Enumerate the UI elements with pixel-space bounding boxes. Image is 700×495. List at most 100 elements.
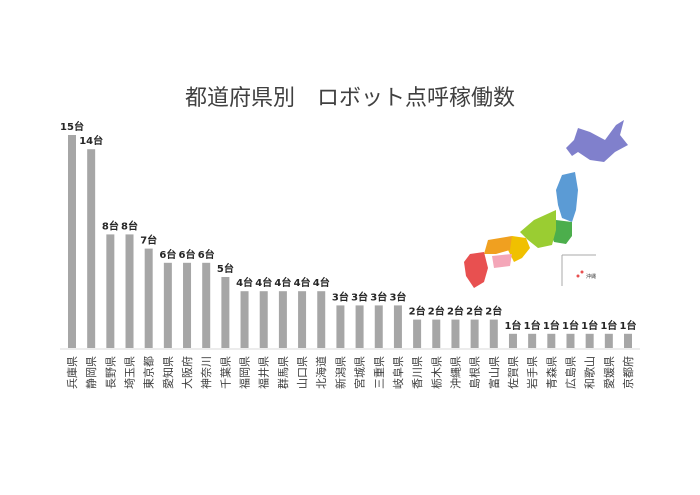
- category-label: 長野県: [104, 356, 117, 389]
- data-label: 2台: [447, 305, 464, 318]
- category-label: 新潟県: [333, 356, 347, 389]
- data-label: 1台: [524, 319, 541, 332]
- category-label: 兵庫県: [65, 356, 79, 389]
- data-label: 7台: [140, 234, 157, 247]
- bar: [68, 135, 76, 348]
- map-kinki: [508, 236, 530, 262]
- data-label: 1台: [600, 319, 617, 332]
- bar: [604, 333, 613, 348]
- category-label: 香川県: [411, 356, 424, 389]
- data-label: 14台: [79, 134, 103, 147]
- map-hokkaido: [566, 120, 628, 162]
- category-label: 三重県: [372, 356, 386, 389]
- category-label: 大阪府: [180, 356, 194, 389]
- bar: [240, 291, 249, 348]
- category-label: 佐賀県: [506, 356, 520, 389]
- bar: [393, 305, 402, 348]
- data-label: 1台: [620, 319, 637, 332]
- bar: [336, 305, 345, 348]
- category-label: 神奈川: [199, 356, 213, 389]
- category-label: 島根県: [468, 356, 482, 389]
- category-label: 東京都: [142, 356, 156, 389]
- data-label: 4台: [274, 276, 291, 289]
- bar: [470, 319, 479, 348]
- chart-title: 都道府県別 ロボット点呼稼働数: [184, 86, 515, 111]
- data-label: 6台: [179, 248, 196, 261]
- category-label: 岐阜県: [392, 356, 405, 389]
- bar: [183, 262, 192, 348]
- bar: [547, 333, 556, 348]
- data-label: 2台: [485, 305, 502, 318]
- data-label: 1台: [562, 319, 579, 332]
- bar: [566, 333, 575, 348]
- data-label: 15台: [60, 120, 84, 133]
- bar: [432, 319, 441, 348]
- data-label: 3台: [370, 290, 387, 303]
- category-label: 福岡県: [238, 356, 252, 389]
- category-label: 福井県: [257, 356, 271, 389]
- map-chubu: [520, 210, 556, 248]
- data-label: 1台: [504, 319, 521, 332]
- bar: [221, 277, 230, 348]
- bar: [624, 333, 632, 348]
- data-label: 3台: [389, 290, 406, 303]
- category-label: 京都府: [621, 356, 635, 389]
- category-label: 北海道: [314, 356, 328, 389]
- bar: [374, 305, 383, 348]
- data-label: 2台: [466, 305, 483, 318]
- data-label: 5台: [217, 262, 234, 275]
- data-label: 6台: [198, 248, 215, 261]
- category-label: 静岡県: [84, 356, 98, 389]
- bar: [317, 291, 326, 348]
- data-label: 4台: [255, 276, 272, 289]
- map-shikoku: [492, 254, 512, 268]
- category-label: 宮城県: [353, 356, 367, 389]
- category-label: 群馬県: [276, 356, 290, 389]
- category-label: 埼玉県: [123, 356, 137, 389]
- data-label: 3台: [332, 290, 349, 303]
- bar: [144, 248, 153, 348]
- bar: [202, 262, 211, 348]
- category-label: 岩手県: [525, 356, 539, 389]
- data-label: 4台: [236, 276, 253, 289]
- map-tohoku: [556, 172, 578, 222]
- category-label: 富山県: [487, 356, 501, 389]
- category-label: 青森県: [544, 356, 558, 389]
- data-label: 1台: [581, 319, 598, 332]
- bar: [278, 291, 287, 348]
- data-label: 8台: [102, 219, 119, 232]
- bar: [125, 234, 134, 348]
- bar: [508, 333, 517, 348]
- category-label: 愛媛県: [602, 356, 616, 389]
- data-label: 2台: [409, 305, 426, 318]
- data-label: 4台: [313, 276, 330, 289]
- bar: [259, 291, 268, 348]
- category-label: 和歌山: [583, 356, 597, 389]
- data-label: 4台: [294, 276, 311, 289]
- map-chugoku: [484, 236, 512, 254]
- map-kyushu: [464, 252, 488, 288]
- category-label: 広島県: [563, 356, 577, 389]
- bar: [298, 291, 307, 348]
- category-label: 愛知県: [161, 356, 175, 389]
- category-label: 山口県: [296, 356, 309, 389]
- data-label: 2台: [428, 305, 445, 318]
- data-label: 8台: [121, 219, 138, 232]
- bar: [355, 305, 364, 348]
- bar: [585, 333, 594, 348]
- bar: [163, 262, 172, 348]
- data-label: 6台: [159, 248, 176, 261]
- bar: [106, 234, 115, 348]
- category-label: 千葉県: [218, 356, 232, 389]
- japan-map: 沖縄: [464, 120, 628, 288]
- map-okinawa-label: 沖縄: [586, 273, 596, 280]
- data-label: 1台: [543, 319, 560, 332]
- data-label: 3台: [351, 290, 368, 303]
- category-label: 栃木県: [429, 356, 443, 389]
- bar: [413, 319, 422, 348]
- bar: [451, 319, 460, 348]
- bar: [87, 149, 96, 348]
- bar: [528, 333, 537, 348]
- category-label: 沖縄県: [448, 356, 462, 389]
